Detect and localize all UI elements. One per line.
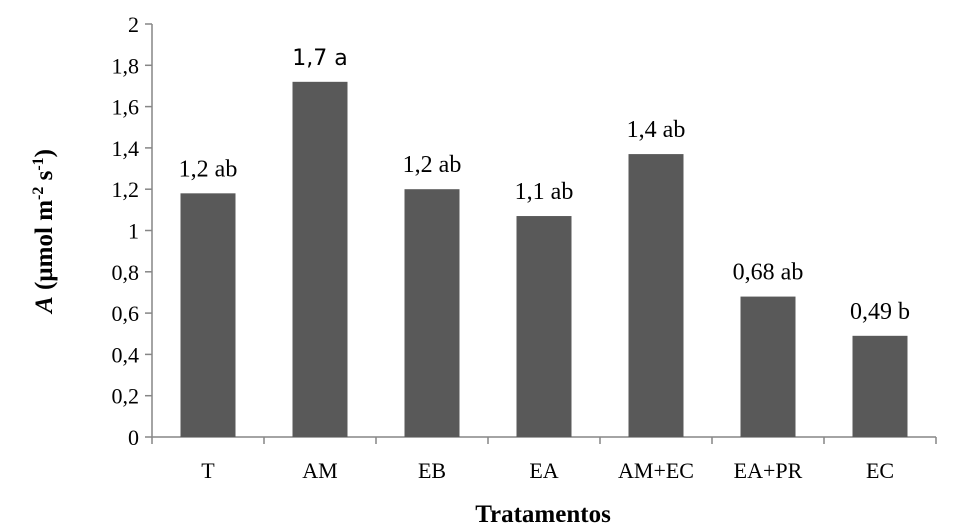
y-axis-title: A (µmol m-2 s-1)	[30, 149, 58, 315]
y-tick-label: 1,2	[112, 177, 140, 202]
bar	[516, 216, 572, 437]
data-label: 0,68 ab	[733, 260, 804, 286]
y-tick-label: 2	[128, 12, 139, 37]
x-tick-label: EA+PR	[734, 458, 803, 483]
bar	[180, 193, 236, 437]
x-tick-label: AM+EC	[618, 458, 694, 483]
y-tick-label: 0,8	[112, 260, 140, 285]
y-tick-label: 0,4	[112, 342, 140, 367]
bar	[404, 189, 460, 437]
y-tick-label: 1,8	[112, 53, 140, 78]
data-label: 1,4 ab	[627, 117, 686, 143]
y-tick-label: 0,6	[112, 301, 140, 326]
x-tick-label: EA	[529, 458, 558, 483]
data-label: 1,7 a	[292, 46, 347, 71]
y-axis: 0 0,2 0,4 0,6 0,8 1 1,2 1,4 1,6 1,8 2	[112, 12, 153, 450]
data-label: 1,2 ab	[179, 156, 238, 182]
x-axis-title: Tratamentos	[475, 501, 611, 528]
bar	[292, 81, 348, 437]
y-tick-label: 1	[128, 219, 139, 244]
data-label: 1,1 ab	[515, 179, 574, 205]
y-axis-title-sup1: -2	[30, 187, 47, 200]
y-axis-title-part2: s	[31, 170, 58, 186]
x-tick-label: EC	[866, 458, 894, 483]
y-axis-title-end: )	[31, 149, 58, 157]
bar	[740, 296, 796, 437]
x-tick-label: EB	[418, 458, 446, 483]
bars	[180, 81, 908, 437]
data-label: 0,49 b	[850, 299, 910, 325]
y-tick-label: 1,6	[112, 95, 140, 120]
x-tick-label: T	[201, 458, 215, 483]
bar	[852, 335, 908, 437]
y-axis-title-italic: A	[31, 296, 58, 315]
data-label: 1,2 ab	[403, 152, 462, 178]
x-tick-label: AM	[302, 458, 337, 483]
bar	[628, 154, 684, 437]
y-tick-label: 1,4	[112, 136, 140, 161]
y-axis-title-sup2: -1	[30, 157, 47, 170]
y-tick-label: 0,2	[112, 384, 140, 409]
y-tick-label: 0	[128, 425, 139, 450]
y-axis-title-part1: (µmol m	[31, 200, 58, 297]
data-labels: 1,2 ab 1,7 a 1,2 ab 1,1 ab 1,4 ab 0,68 ab 0,49…	[179, 46, 910, 325]
x-axis: T AM EB EA AM+EC EA+PR EC	[151, 436, 937, 483]
